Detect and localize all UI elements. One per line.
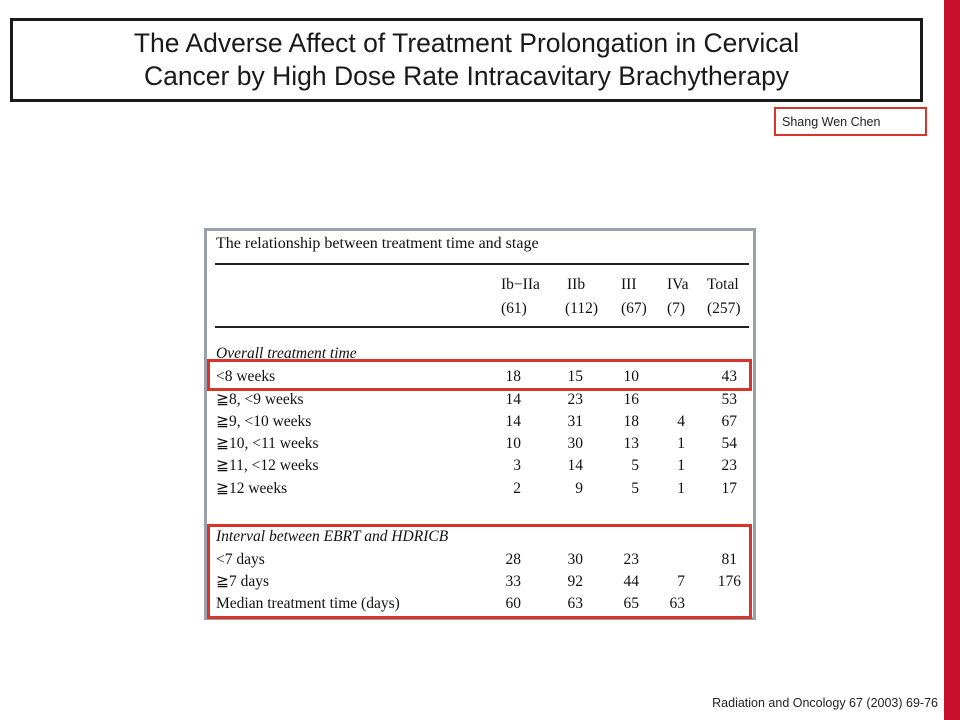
author-name: Shang Wen Chen [782,114,881,129]
table-cell: 18 [623,413,640,430]
title-line-2: Cancer by High Dose Rate Intracavitary B… [143,61,790,91]
citation: Radiation and Oncology 67 (2003) 69-76 [712,696,938,710]
table-cell: 23 [567,391,584,408]
table-cell: 5 [631,457,639,474]
table-cell: 60 [505,595,522,612]
author-label: Shang Wen Chen [774,107,927,136]
table-cell: 10 [623,368,640,385]
column-count: (112) [565,300,598,317]
table-cell: 17 [721,480,738,497]
table-cell: 2 [513,480,521,497]
table-cell: 1 [677,457,685,474]
table-cell: 13 [623,435,640,452]
table-cell: 30 [567,435,584,452]
table-cell: 23 [623,551,640,568]
table-cell: 5 [631,480,639,497]
column-count: (61) [501,300,527,317]
table-cell: 176 [717,573,741,590]
column-header: Ib−IIa [501,276,540,293]
table-cell: 14 [567,457,584,474]
table-cell: 23 [721,457,738,474]
section-heading: Interval between EBRT and HDRICB [216,528,449,545]
column-count: (67) [621,300,647,317]
table-cell: 16 [623,391,640,408]
section-heading: Overall treatment time [216,345,357,362]
table-cell: 44 [623,573,640,590]
table-cell: 30 [567,551,584,568]
table-cell: 63 [669,595,686,612]
table-cell: 4 [677,413,685,430]
table-cell: 81 [721,551,738,568]
table-cell: 1 [677,435,685,452]
table-cell: 3 [513,457,521,474]
slide-title: The Adverse Affect of Treatment Prolonga… [10,18,923,102]
table-cell: 31 [567,413,584,430]
table-cell: 14 [505,391,522,408]
row-label: ≧7 days [216,573,270,590]
column-header: Total [707,276,739,293]
row-label: ≧12 weeks [216,480,288,497]
table-cell: 14 [505,413,522,430]
table-cell: 63 [567,595,584,612]
table-cell: 1 [677,480,685,497]
table-cell: 54 [721,435,738,452]
table-title: The relationship between treatment time … [216,235,539,252]
column-header: III [621,276,637,293]
row-label: ≧11, <12 weeks [216,457,319,474]
table-cell: 10 [505,435,522,452]
accent-sidebar [944,0,960,720]
table-top-rule [215,263,749,265]
column-count: (257) [707,300,741,317]
table-cell: 9 [575,480,583,497]
row-label: Median treatment time (days) [216,595,400,612]
column-count: (7) [667,300,686,317]
title-line-1: The Adverse Affect of Treatment Prolonga… [133,28,800,58]
table-cell: 92 [567,573,584,590]
row-label: <8 weeks [216,368,276,385]
table-cell: 28 [505,551,522,568]
results-table: The relationship between treatment time … [204,228,756,620]
row-label: <7 days [216,551,265,568]
row-label: ≧8, <9 weeks [216,391,304,408]
table-cell: 43 [721,368,738,385]
table-cell: 7 [677,573,685,590]
table-cell: 18 [505,368,522,385]
column-header: IVa [667,276,689,293]
row-label: ≧10, <11 weeks [216,435,319,452]
table-cell: 65 [623,595,640,612]
table-header-rule [215,326,749,328]
table-cell: 33 [505,573,522,590]
column-header: IIb [567,276,586,293]
table-cell: 15 [567,368,584,385]
row-label: ≧9, <10 weeks [216,413,312,430]
table-cell: 67 [721,413,738,430]
table-cell: 53 [721,391,738,408]
